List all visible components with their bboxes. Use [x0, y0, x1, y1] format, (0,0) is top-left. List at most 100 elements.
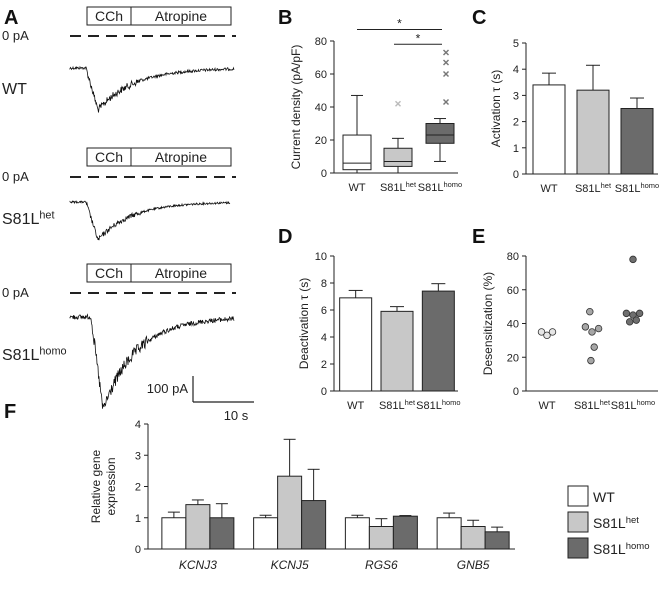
box-iqr [425, 123, 455, 144]
outlier-marker [443, 49, 449, 56]
b-xlabel-s81l-homo-sup: homo [444, 180, 463, 189]
b-ytick-label: 20 [315, 135, 327, 147]
scale-x-label: 10 s [224, 408, 249, 423]
e-point-wt [537, 328, 546, 336]
trace-label-s81l-het-main: S81L [2, 211, 39, 228]
outlier-marker [443, 99, 449, 106]
d-bar-wt [339, 297, 373, 392]
f-category-label: GNB5 [457, 558, 490, 572]
zero-label: 0 pA [2, 28, 29, 43]
b-xlabel-s81l-homo-main: S81L [418, 182, 444, 194]
cch-label: CCh [95, 149, 123, 165]
e-ytick-label: 40 [507, 319, 519, 331]
f-bar-s81l-het [368, 526, 394, 550]
c-xlabel-s81l-homo-sup: homo [641, 181, 660, 190]
f-ytick-label: 1 [135, 513, 141, 525]
outlier-marker [443, 71, 449, 77]
box-s81l-het [383, 100, 413, 174]
b-ytick-label: 40 [315, 102, 327, 114]
d-ytick-label: 8 [321, 278, 327, 290]
legend-label-s81l-het-sup: het [626, 515, 640, 526]
c-ytick-label: 0 [513, 169, 519, 181]
trace-label-s81l-homo: S81Lhomo [2, 345, 67, 364]
f-y-label-line2: expression [104, 457, 118, 515]
significance-star: * [416, 31, 421, 45]
cch-label: CCh [95, 265, 123, 281]
panel-e-desensitization: E 0 20 40 60 80 Desensitization (%) WT S81Lhet S… [472, 226, 658, 412]
trace-group-s81l-homo: CCh Atropine 0 pA S81Lhomo [2, 263, 236, 409]
c-y-label: Activation τ (s) [489, 70, 503, 147]
f-bar-wt [253, 517, 279, 550]
legend-swatch-s81l-homo [567, 537, 589, 559]
d-ytick-label: 6 [321, 305, 327, 317]
c-xlabel-s81l-homo: S81Lhomo [615, 181, 659, 195]
d-bar-s81l-het [380, 310, 414, 392]
f-bar-wt [436, 517, 462, 550]
box-iqr [342, 134, 372, 171]
panel-b-letter: B [278, 7, 292, 29]
f-bar-s81l-het [277, 475, 303, 550]
b-ytick-label: 80 [315, 36, 327, 48]
d-ytick-label: 4 [321, 332, 327, 344]
panel-c-letter: C [472, 7, 486, 29]
outlier-marker [443, 59, 449, 66]
f-bar-s81l-het [185, 504, 211, 550]
d-xlabel-s81l-het: S81Lhet [379, 398, 416, 412]
trace-label-s81l-het: S81Lhet [2, 209, 55, 228]
d-xlabel-wt-main: WT [347, 400, 364, 412]
c-xlabel-s81l-het-sup: het [601, 181, 612, 190]
atropine-box [130, 147, 232, 167]
b-xlabel-s81l-het: S81Lhet [380, 180, 417, 194]
e-xlabel-s81l-homo-main: S81L [611, 400, 637, 412]
b-y-label: Current density (pA/pF) [289, 45, 303, 170]
e-point-s81l-homo [632, 316, 640, 324]
panel-a-letter: A [4, 7, 18, 29]
current-trace [69, 65, 235, 113]
legend-label-wt: WT [593, 489, 615, 505]
e-xlabel-s81l-het-main: S81L [574, 400, 600, 412]
d-xlabel-s81l-het-main: S81L [379, 400, 405, 412]
atropine-box [130, 6, 232, 26]
f-bar-s81l-het [460, 526, 486, 550]
d-xlabel-s81l-homo: S81Lhomo [416, 398, 460, 412]
panel-d-letter: D [278, 226, 292, 248]
e-point-s81l-homo [629, 255, 637, 264]
e-xlabel-wt: WT [538, 400, 555, 412]
d-bar-s81l-homo [421, 290, 455, 392]
f-ytick-label: 4 [135, 419, 141, 431]
e-ytick-label: 0 [513, 386, 519, 398]
e-point-s81l-het [594, 324, 603, 333]
c-ytick-label: 4 [513, 64, 519, 76]
b-xlabel-s81l-het-main: S81L [380, 182, 406, 194]
legend-swatch-wt [567, 485, 589, 507]
e-xlabel-s81l-het-sup: het [600, 398, 611, 407]
b-ytick-label: 0 [321, 168, 327, 180]
f-y-label-line1: Relative gene [89, 449, 103, 523]
legend-label-s81l-homo-sup: homo [626, 541, 650, 552]
e-point-s81l-het [588, 328, 596, 336]
e-point-s81l-het [587, 356, 595, 365]
d-xlabel-s81l-homo-main: S81L [416, 400, 442, 412]
d-y-label: Deactivation τ (s) [297, 278, 311, 369]
box-iqr [383, 147, 413, 167]
box-s81l-homo [425, 49, 455, 162]
f-category-label: KCNJ5 [271, 558, 309, 572]
atropine-label: Atropine [155, 149, 207, 165]
e-point-s81l-homo [626, 318, 634, 326]
d-xlabel-wt: WT [347, 400, 364, 412]
b-xlabel-wt-main: WT [348, 182, 365, 194]
c-ytick-label: 1 [513, 143, 519, 155]
legend-label-s81l-homo-main: S81L [593, 541, 626, 557]
e-xlabel-wt-main: WT [538, 400, 555, 412]
e-point-wt [543, 331, 551, 340]
d-ytick-label: 2 [321, 359, 327, 371]
legend-label-s81l-het-main: S81L [593, 515, 626, 531]
trace-label-wt-main: WT [2, 81, 27, 98]
c-xlabel-s81l-het-main: S81L [575, 183, 601, 195]
trace-label-s81l-het-sup: het [39, 209, 54, 221]
e-point-wt [548, 328, 557, 336]
e-point-s81l-het [586, 307, 594, 316]
current-trace [69, 200, 231, 241]
